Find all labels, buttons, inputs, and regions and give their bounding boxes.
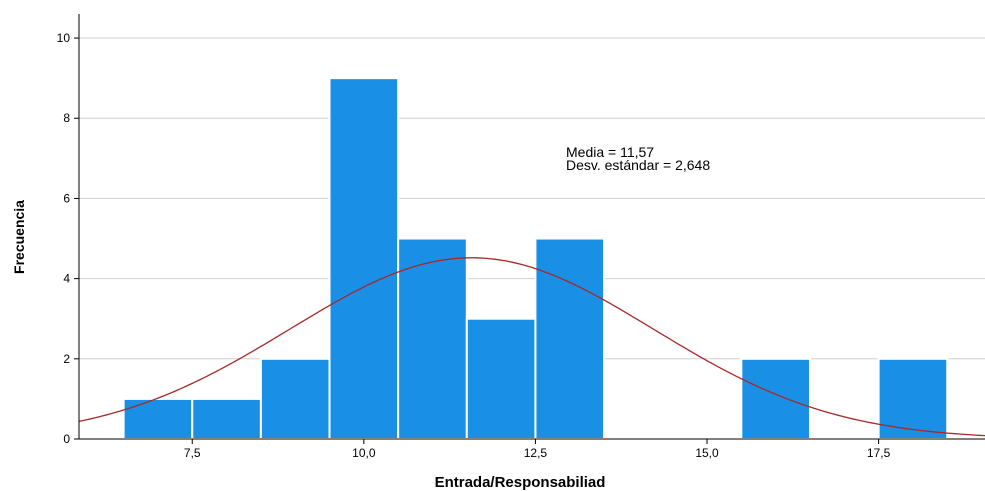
x-tick-label-7,5: 7,5 (184, 446, 201, 460)
tick-labels: 0 2 4 6 8 10 7,5 10,0 12,5 15,0 17,5 (57, 31, 891, 460)
normal-curve-layer (78, 257, 985, 437)
histogram-bar-3 (259, 357, 331, 440)
x-tick-label-15,0: 15,0 (695, 446, 719, 460)
y-tick-label-4: 4 (63, 272, 70, 286)
y-tick-label-10: 10 (57, 31, 71, 45)
x-axis-title: Entrada/Responsabiliad (435, 474, 606, 491)
y-tick-label-8: 8 (63, 111, 70, 125)
histogram-bar-9 (877, 357, 949, 440)
histogram-bar-5 (397, 237, 468, 440)
histogram-bars (122, 77, 949, 441)
histogram-bar-7 (534, 237, 606, 440)
stats-mean-label: Media = 11,57 (566, 144, 654, 160)
histogram-bar-1 (122, 397, 194, 441)
y-tick-label-0: 0 (63, 432, 70, 446)
y-axis-title: Frecuencia (11, 200, 27, 274)
normal-curve (78, 257, 985, 437)
histogram-bar-4 (328, 77, 400, 440)
stats-sd-label: Desv. estándar = 2,648 (566, 157, 710, 173)
histogram-bar-8 (740, 357, 811, 440)
x-tick-label-17,5: 17,5 (867, 446, 891, 460)
y-tick-label-2: 2 (63, 352, 70, 366)
x-tick-label-10,0: 10,0 (352, 446, 376, 460)
histogram-bar-2 (191, 397, 262, 441)
x-tick-label-12,5: 12,5 (524, 446, 548, 460)
grid-lines (79, 37, 985, 360)
histogram-bar-6 (465, 317, 537, 440)
axes (78, 14, 985, 440)
y-tick-label-6: 6 (63, 191, 70, 205)
